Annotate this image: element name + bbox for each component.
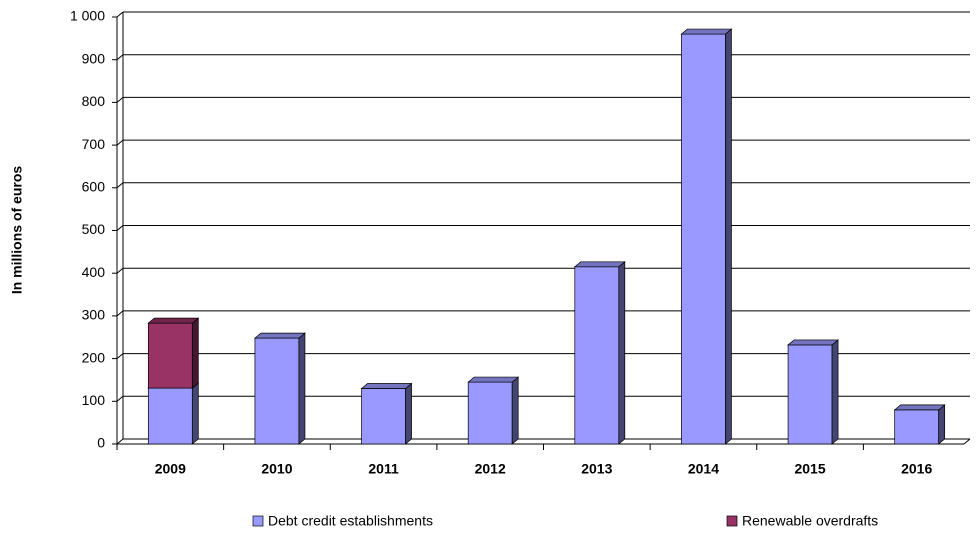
bar [361, 388, 406, 445]
grid-depth [116, 267, 124, 274]
y-axis-title: In millions of euros [9, 166, 25, 295]
y-tick-label: 1 000 [70, 8, 105, 24]
bar-top [573, 261, 626, 268]
bar-top [360, 383, 413, 389]
bar [147, 387, 193, 445]
grid-depth [116, 97, 124, 103]
y-tick-label: 200 [82, 349, 106, 365]
grid-depth [116, 225, 124, 231]
floor-edge [963, 438, 971, 445]
bar-side [831, 339, 839, 445]
y-tick-label: 500 [82, 221, 106, 237]
bar-top [467, 376, 520, 383]
x-tick-label: 2013 [581, 461, 612, 477]
bar [681, 33, 726, 445]
y-tick-label: 600 [82, 179, 106, 195]
bar-side [191, 382, 199, 445]
x-tick-label: 2010 [261, 461, 292, 477]
bar-top [253, 332, 306, 339]
bar [787, 344, 833, 445]
x-tick-label: 2012 [475, 461, 506, 477]
x-tick-label: 2014 [688, 461, 719, 477]
legend-swatch [726, 515, 738, 527]
x-tick-label: 2009 [155, 461, 186, 477]
bar-side [405, 382, 412, 445]
grid-depth [116, 438, 124, 445]
grid-depth [116, 54, 124, 61]
bar-side [511, 376, 519, 445]
bar-side [938, 404, 946, 445]
y-tick-label: 100 [82, 392, 106, 408]
y-tick-label: 700 [82, 136, 106, 152]
legend-label: Debt credit establishments [268, 513, 433, 529]
x-tick-label: 2015 [794, 461, 825, 477]
x-tick-label: 2016 [901, 461, 932, 477]
y-tick-label: 0 [97, 435, 105, 451]
bar-side [725, 28, 732, 445]
legend-label: Renewable overdrafts [742, 513, 878, 529]
bar-side [618, 261, 626, 445]
bar [254, 337, 300, 445]
grid-depth [116, 182, 124, 189]
grid-depth [116, 310, 124, 317]
bar [147, 322, 193, 389]
bar-side [191, 317, 199, 389]
bar-side [298, 332, 306, 445]
grid-depth [116, 353, 124, 359]
y-tick-label: 300 [82, 307, 106, 323]
bar [894, 409, 940, 445]
bar-top [893, 404, 946, 411]
grid-depth [116, 395, 124, 402]
bar [467, 381, 513, 445]
bar-top [147, 317, 200, 324]
legend-swatch [252, 515, 264, 527]
bar-top [680, 28, 733, 35]
y-tick-label: 900 [82, 50, 106, 66]
grid-depth [116, 11, 124, 18]
y-tick-label: 800 [82, 93, 106, 109]
bar-top [787, 339, 840, 346]
x-tick-label: 2011 [368, 461, 399, 477]
grid-depth [116, 139, 124, 146]
y-tick-label: 400 [82, 264, 106, 280]
bar [574, 266, 620, 445]
